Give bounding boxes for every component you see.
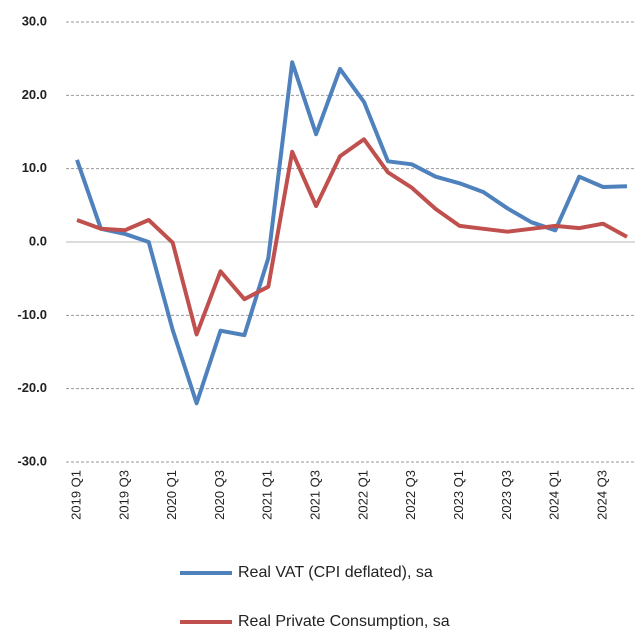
- y-tick-label: 0.0: [29, 233, 47, 248]
- x-tick-label: 2023 Q1: [451, 470, 466, 520]
- data-line: [76, 137, 628, 337]
- x-tick-label: 2021 Q3: [308, 470, 323, 520]
- x-tick-label: 2024 Q1: [547, 470, 562, 520]
- y-tick-label: -20.0: [17, 380, 47, 395]
- x-tick-label: 2019 Q1: [68, 470, 83, 520]
- x-tick-label: 2022 Q3: [403, 470, 418, 520]
- y-tick-label: 10.0: [22, 160, 47, 175]
- legend-label: Real Private Consumption, sa: [238, 613, 450, 630]
- x-tick-label: 2020 Q1: [164, 470, 179, 520]
- x-tick-label: 2023 Q3: [499, 470, 514, 520]
- x-tick-label: 2022 Q1: [355, 470, 370, 520]
- y-tick-label: -10.0: [17, 307, 47, 322]
- x-tick-label: 2021 Q1: [260, 470, 275, 520]
- x-tick-label: 2020 Q3: [212, 470, 227, 520]
- y-tick-label: 30.0: [22, 13, 47, 28]
- legend-label: Real VAT (CPI deflated), sa: [238, 564, 433, 581]
- data-line: [75, 60, 628, 406]
- y-tick-label: -30.0: [17, 453, 47, 468]
- y-tick-label: 20.0: [22, 87, 47, 102]
- x-tick-label: 2024 Q3: [595, 470, 610, 520]
- x-tick-label: 2019 Q3: [116, 470, 131, 520]
